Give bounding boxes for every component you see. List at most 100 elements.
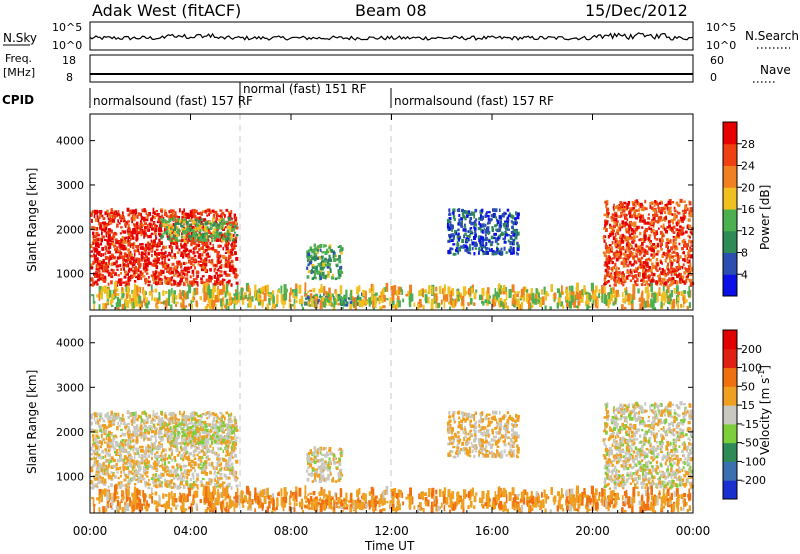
power-cell — [501, 232, 504, 237]
velocity-cell — [154, 415, 157, 418]
power-cell — [351, 296, 354, 302]
power-cell — [187, 224, 189, 228]
power-cell — [437, 302, 440, 308]
power-cell — [686, 226, 689, 230]
power-cell — [678, 272, 681, 277]
power-cell — [153, 215, 156, 220]
power-cell — [614, 232, 617, 237]
power-cell — [683, 215, 687, 219]
power-cell — [335, 264, 339, 268]
power-cell — [207, 304, 211, 308]
power-cell — [312, 270, 315, 274]
velocity-cell — [223, 466, 227, 471]
power-cell — [173, 253, 176, 257]
power-cell — [196, 250, 199, 254]
power-cell — [683, 200, 686, 203]
power-cell — [511, 225, 514, 230]
power-cell — [638, 258, 642, 261]
power-cell — [180, 265, 183, 269]
power-cell — [182, 307, 186, 310]
power-cell — [225, 263, 227, 268]
power-cell — [146, 257, 150, 262]
velocity-cell — [185, 418, 188, 422]
power-cell — [660, 293, 664, 302]
power-cell — [640, 292, 644, 299]
power-cell — [374, 292, 378, 296]
power-cell — [162, 222, 166, 227]
velocity-cell — [102, 483, 105, 486]
velocity-cell — [231, 449, 235, 452]
power-cell — [105, 248, 108, 252]
power-cell — [469, 217, 473, 221]
power-cell — [94, 254, 97, 257]
power-cell — [150, 232, 154, 236]
power-cell — [447, 301, 450, 304]
power-cell — [335, 298, 338, 305]
power-cell — [672, 250, 676, 254]
power-cell — [480, 229, 483, 233]
power-cell — [224, 256, 228, 260]
power-cell — [643, 239, 646, 243]
velocity-cell — [140, 422, 142, 426]
power-cell — [656, 262, 659, 267]
power-cell — [194, 258, 197, 263]
power-cell — [502, 213, 505, 218]
velocity-cell — [146, 467, 149, 471]
power-cell — [161, 282, 163, 285]
power-cell — [184, 305, 188, 308]
power-cell — [232, 239, 236, 243]
power-cell — [186, 283, 190, 287]
power-cell — [674, 271, 677, 274]
power-cell — [632, 275, 636, 278]
power-cell — [464, 244, 468, 249]
power-cell — [101, 214, 104, 218]
velocity-cell — [168, 412, 171, 416]
velocity-cell — [187, 455, 190, 458]
power-cell — [184, 249, 188, 253]
power-cell — [625, 286, 628, 293]
power-cell — [97, 218, 100, 223]
velocity-cell — [128, 442, 131, 446]
velocity-cell — [108, 440, 112, 445]
power-cell — [106, 241, 110, 246]
power-cell — [507, 239, 510, 243]
power-cell — [123, 247, 127, 251]
power-cell — [183, 221, 186, 224]
power-cell — [318, 256, 322, 260]
power-cell — [306, 275, 310, 279]
power-cell — [609, 284, 612, 287]
power-cell — [169, 277, 172, 282]
velocity-cell — [201, 412, 205, 416]
power-cell — [185, 253, 188, 258]
power-cell — [651, 271, 653, 276]
velocity-cell — [228, 459, 230, 464]
power-cell — [448, 217, 452, 221]
power-cell — [504, 231, 508, 235]
power-cell — [234, 216, 237, 220]
power-cell — [688, 214, 692, 217]
power-cell — [224, 234, 227, 238]
power-cell — [91, 294, 95, 297]
power-cell — [673, 244, 677, 248]
power-cell — [409, 293, 413, 302]
power-cell — [666, 226, 669, 229]
power-cell — [324, 275, 327, 280]
power-cell — [147, 280, 151, 283]
power-cell — [682, 231, 685, 235]
power-cell — [456, 243, 460, 247]
power-cell — [309, 248, 313, 252]
power-cell — [607, 260, 611, 265]
power-cell — [639, 273, 641, 278]
power-cell — [143, 208, 146, 213]
power-cell — [232, 300, 236, 304]
power-cell — [165, 231, 169, 235]
power-cell — [509, 240, 512, 246]
power-cell — [411, 293, 414, 302]
power-cell — [134, 227, 136, 231]
power-cell — [137, 261, 141, 266]
power-cell — [216, 259, 219, 263]
velocity-cell — [156, 423, 160, 426]
velocity-cell — [198, 419, 202, 423]
velocity-cell — [196, 484, 199, 488]
velocity-cell — [224, 416, 226, 421]
